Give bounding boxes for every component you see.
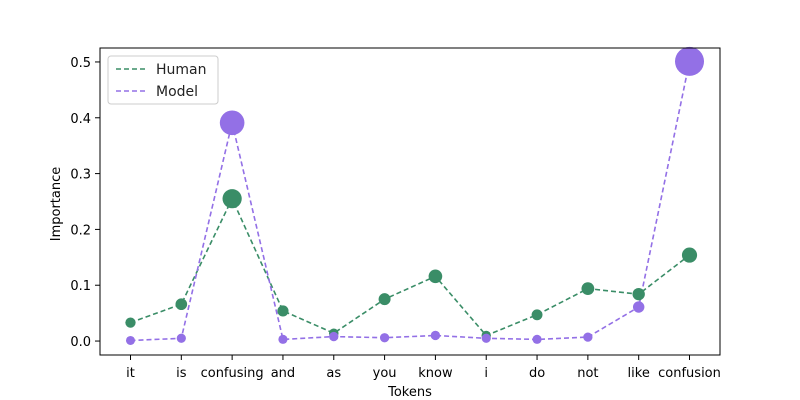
data-point-human (428, 269, 443, 284)
legend-box (107, 55, 219, 105)
data-point-model (176, 333, 186, 343)
data-point-model (583, 332, 593, 342)
legend: Human Model (107, 55, 219, 105)
data-point-human (681, 247, 698, 263)
x-tick-label: not (577, 366, 598, 381)
data-point-model (674, 46, 705, 76)
data-point-model (278, 334, 288, 344)
y-tick-label: 0.0 (70, 335, 91, 350)
x-tick-label: do (529, 366, 545, 381)
y-tick-label: 0.3 (70, 168, 91, 183)
data-point-human (632, 287, 645, 301)
legend-label-model: Model (156, 84, 198, 100)
x-tick-label: like (628, 366, 650, 381)
y-tick-label: 0.5 (70, 56, 91, 71)
data-point-human (531, 309, 543, 321)
data-point-model (481, 333, 491, 343)
data-point-human (175, 298, 188, 311)
data-point-model (219, 110, 245, 136)
x-tick-label: confusing (201, 366, 264, 381)
data-point-model (430, 330, 441, 341)
x-axis: it is confusing and as you know i do not like confu… (126, 355, 721, 381)
series-line-model (130, 61, 691, 342)
series-layer (125, 46, 705, 346)
data-point-human (581, 282, 595, 295)
x-tick-label: i (484, 366, 488, 381)
data-point-model (632, 301, 645, 313)
data-point-model (532, 334, 542, 344)
data-point-model (329, 331, 339, 342)
data-point-human (125, 317, 136, 328)
y-tick-label: 0.4 (70, 112, 91, 127)
x-tick-label: as (326, 366, 341, 381)
x-tick-label: confusion (658, 366, 721, 381)
x-tick-label: is (176, 366, 187, 381)
x-tick-label: it (126, 366, 135, 381)
plot-frame (99, 47, 721, 356)
x-tick-label: you (373, 366, 397, 381)
data-point-human (222, 189, 242, 209)
legend-label-human: Human (156, 62, 207, 78)
y-axis-label: Importance (49, 167, 64, 242)
x-tick-label: know (418, 366, 453, 381)
x-tick-label: and (271, 366, 295, 381)
data-point-human (378, 293, 391, 306)
x-axis-label: Tokens (387, 385, 432, 400)
data-point-human (277, 305, 289, 317)
y-tick-label: 0.1 (70, 279, 91, 294)
series-line-human (130, 196, 690, 337)
y-axis: 0.0 0.1 0.2 0.3 0.4 0.5 (70, 56, 100, 350)
data-point-model (379, 333, 390, 343)
data-point-model (125, 335, 136, 346)
y-tick-label: 0.2 (70, 223, 91, 238)
